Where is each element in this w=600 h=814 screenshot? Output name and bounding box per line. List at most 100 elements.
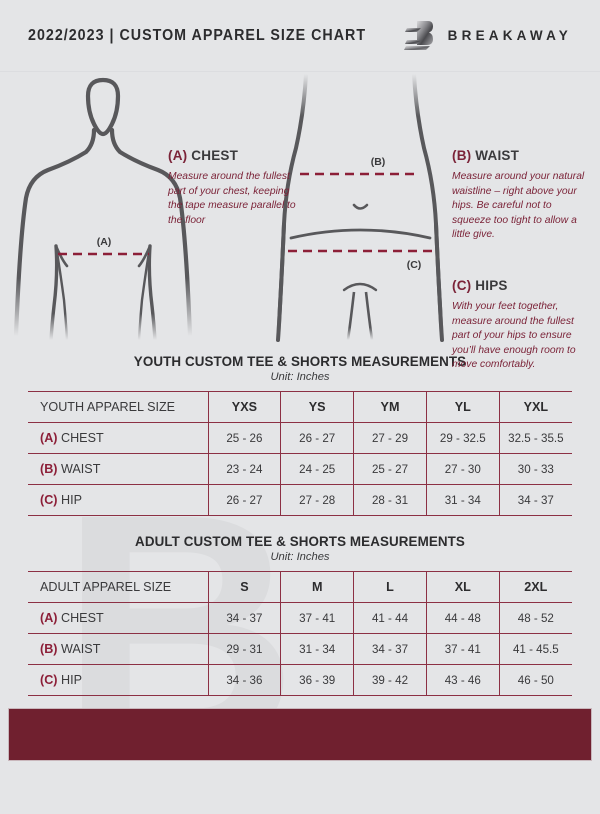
adult-col-3: XL [426,571,500,603]
upper-body-figure: (A) [8,74,198,342]
youth-r2-c0: 26 - 27 [208,484,282,516]
table-row: (A) CHEST 25 - 26 26 - 27 27 - 29 29 - 3… [28,422,572,454]
table-header-row: ADULT APPAREL SIZE S M L XL 2XL [28,571,572,603]
adult-r1-c3: 37 - 41 [426,633,500,665]
adult-row-2-name: HIP [60,673,82,687]
youth-r0-c1: 26 - 27 [280,422,355,454]
footer-bar [8,708,592,761]
youth-row-1-label: (B) WAIST [28,453,209,485]
youth-col-0: YXS [208,391,282,423]
measurement-diagrams: (A) [0,72,600,370]
caption-waist-tag: (B) [452,148,472,163]
table-row: (A) CHEST 34 - 37 37 - 41 41 - 44 44 - 4… [28,602,572,634]
youth-r1-c3: 27 - 30 [426,453,500,485]
adult-table-block: ADULT CUSTOM TEE & SHORTS MEASUREMENTS U… [0,534,600,696]
youth-table-title: YOUTH CUSTOM TEE & SHORTS MEASUREMENTS [133,354,467,369]
youth-r0-c0: 25 - 26 [208,422,282,454]
youth-r0-c4: 32.5 - 35.5 [499,422,572,454]
youth-row-0-name: CHEST [60,431,104,445]
adult-size-table: ADULT APPAREL SIZE S M L XL 2XL (A) CHES… [28,571,572,696]
caption-chest-tag: (A) [168,148,188,163]
youth-r2-c1: 27 - 28 [280,484,355,516]
youth-row-header-label: YOUTH APPAREL SIZE [28,391,209,423]
youth-col-3: YL [426,391,500,423]
youth-r0-c2: 27 - 29 [353,422,427,454]
youth-row-1-tag: (B) [40,462,58,476]
adult-table-unit: Unit: Inches [270,551,330,563]
youth-row-2-label: (C) HIP [28,484,209,516]
adult-r1-c4: 41 - 45.5 [499,633,572,665]
adult-col-0: S [208,571,282,603]
youth-r2-c2: 28 - 31 [353,484,427,516]
youth-size-table: YOUTH APPAREL SIZE YXS YS YM YL YXL (A) … [28,391,572,516]
brand-lockup: BREAKAWAY [403,19,572,53]
youth-col-1: YS [280,391,355,423]
svg-text:(C): (C) [407,259,422,271]
youth-r2-c3: 31 - 34 [426,484,500,516]
caption-hips-tag: (C) [452,278,472,293]
adult-r0-c0: 34 - 37 [208,602,282,634]
caption-chest-title: (A) CHEST [168,148,296,163]
caption-hips: (C) HIPS With your feet together, measur… [452,278,594,373]
table-header-row: YOUTH APPAREL SIZE YXS YS YM YL YXL [28,391,572,423]
breakaway-b-monogram-icon [403,19,434,53]
adult-col-4: 2XL [499,571,572,603]
page-title: 2022/2023 | CUSTOM APPAREL SIZE CHART [28,26,367,44]
youth-r1-c0: 23 - 24 [208,453,282,485]
adult-row-1-name: WAIST [60,642,101,656]
adult-row-0-tag: (A) [40,611,58,625]
adult-row-1-label: (B) WAIST [28,633,209,665]
adult-r1-c0: 29 - 31 [208,633,282,665]
svg-text:(A): (A) [97,236,112,248]
caption-chest-name: CHEST [191,148,239,163]
adult-col-1: M [280,571,355,603]
adult-r0-c3: 44 - 48 [426,602,500,634]
youth-r2-c4: 34 - 37 [499,484,572,516]
brand-name: BREAKAWAY [447,28,572,43]
caption-waist-title: (B) WAIST [452,148,592,163]
youth-table-unit: Unit: Inches [270,371,330,383]
caption-hips-name: HIPS [475,278,508,293]
youth-row-1-name: WAIST [60,462,101,476]
youth-row-2-tag: (C) [40,493,58,507]
youth-row-2-name: HIP [60,493,82,507]
youth-row-0-tag: (A) [40,431,58,445]
adult-row-header-label: ADULT APPAREL SIZE [28,571,209,603]
youth-col-4: YXL [499,391,572,423]
caption-waist-name: WAIST [475,148,520,163]
youth-col-2: YM [353,391,427,423]
adult-table-title: ADULT CUSTOM TEE & SHORTS MEASUREMENTS [135,534,465,549]
youth-r1-c4: 30 - 33 [499,453,572,485]
table-row: (B) WAIST 29 - 31 31 - 34 34 - 37 37 - 4… [28,633,572,665]
caption-hips-body: With your feet together, measure around … [452,301,576,371]
svg-text:(B): (B) [371,156,386,168]
size-chart-page: 2022/2023 | CUSTOM APPAREL SIZE CHART [0,0,600,696]
adult-r2-c1: 36 - 39 [280,664,355,696]
adult-r2-c0: 34 - 36 [208,664,282,696]
adult-row-0-label: (A) CHEST [28,602,209,634]
table-row: (C) HIP 26 - 27 27 - 28 28 - 31 31 - 34 … [28,484,572,516]
adult-r1-c2: 34 - 37 [353,633,427,665]
lower-body-figure: (B) (C) [262,72,462,342]
page-header: 2022/2023 | CUSTOM APPAREL SIZE CHART [0,0,600,72]
adult-r1-c1: 31 - 34 [280,633,355,665]
youth-r1-c1: 24 - 25 [280,453,355,485]
table-row: (B) WAIST 23 - 24 24 - 25 25 - 27 27 - 3… [28,453,572,485]
table-row: (C) HIP 34 - 36 36 - 39 39 - 42 43 - 46 … [28,664,572,696]
adult-r0-c1: 37 - 41 [280,602,355,634]
adult-r0-c4: 48 - 52 [499,602,572,634]
youth-r1-c2: 25 - 27 [353,453,427,485]
youth-table-block: YOUTH CUSTOM TEE & SHORTS MEASUREMENTS U… [0,354,600,516]
caption-hips-title: (C) HIPS [452,278,594,293]
adult-col-2: L [353,571,427,603]
caption-chest-body: Measure around the fullest part of your … [168,171,296,226]
adult-r0-c2: 41 - 44 [353,602,427,634]
caption-waist: (B) WAIST Measure around your natural wa… [452,148,592,243]
adult-r2-c4: 46 - 50 [499,664,572,696]
table-spacer [0,516,600,534]
caption-waist-body: Measure around your natural waistline – … [452,171,585,241]
adult-row-2-tag: (C) [40,673,58,687]
caption-chest: (A) CHEST Measure around the fullest par… [168,148,296,228]
adult-row-1-tag: (B) [40,642,58,656]
youth-r0-c3: 29 - 32.5 [426,422,500,454]
